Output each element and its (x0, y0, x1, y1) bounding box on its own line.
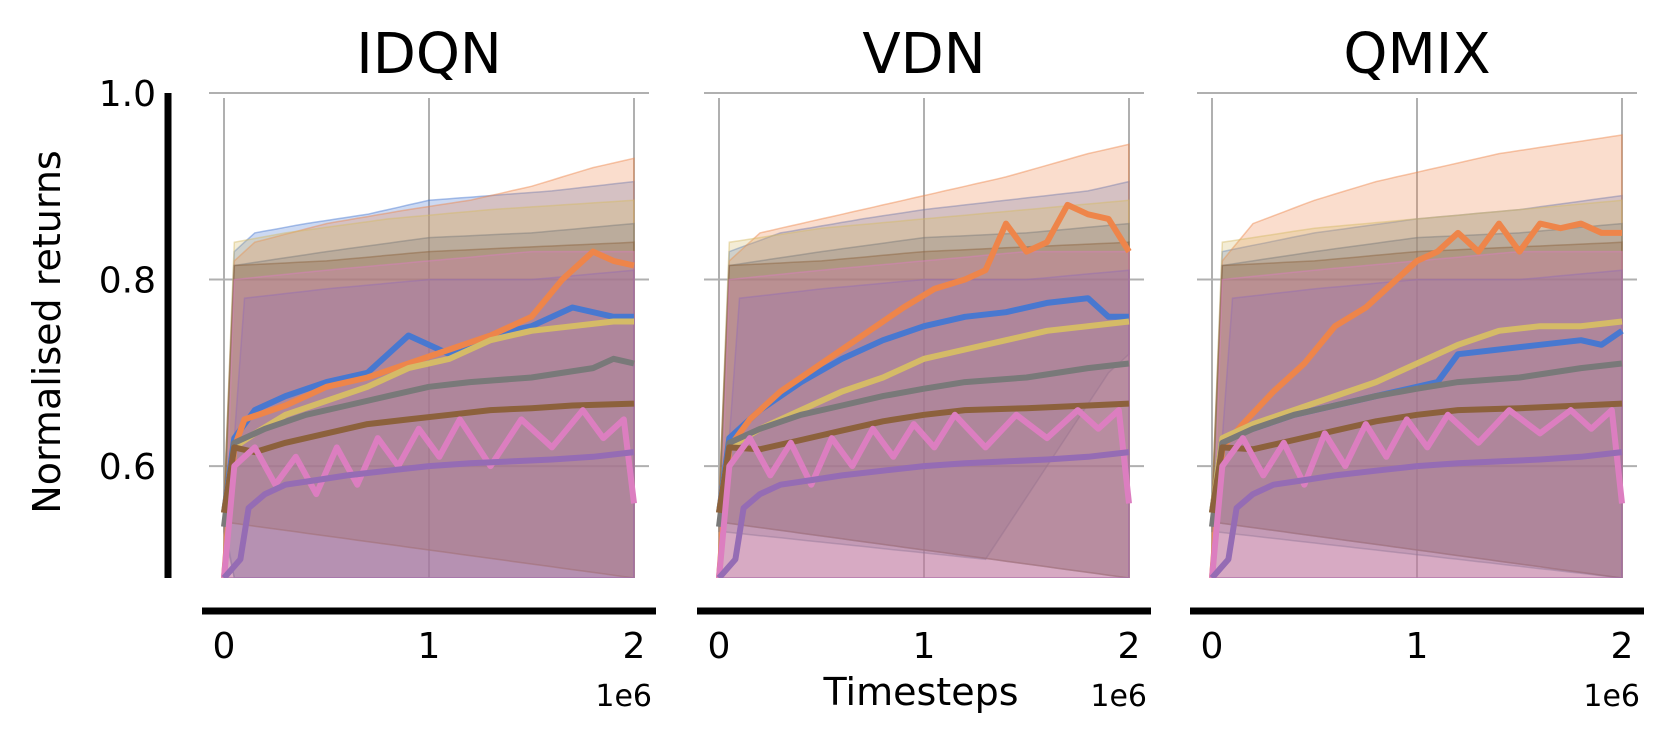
x-tick-label: 2 (623, 626, 646, 667)
series-gray-line (221, 355, 635, 528)
series-purple-line (221, 449, 635, 580)
x-tick-label: 2 (1118, 626, 1141, 667)
series-gray-line (1209, 360, 1623, 528)
panel-vdn: 0 1 2 1e6 VDN (689, 22, 1159, 714)
x-offset-label: 1e6 (1583, 679, 1640, 714)
y-tick-label: 0.6 (99, 447, 156, 488)
series-pink-line (716, 407, 1132, 579)
x-tick-label: 0 (1201, 626, 1224, 667)
panel-title: VDN (862, 22, 985, 87)
series-orange-line (221, 248, 635, 579)
x-tick-label: 2 (1611, 626, 1634, 667)
series-pink-line (1209, 407, 1625, 579)
plot-floor-mask (1182, 578, 1652, 598)
y-axis-label: Normalised returns (25, 150, 69, 513)
x-axis-label: Timesteps (823, 670, 1019, 714)
plot-floor-mask (194, 578, 664, 598)
x-tick-label: 1 (418, 626, 441, 667)
y-tick-label: 0.8 (99, 261, 156, 302)
x-offset-label: 1e6 (1090, 679, 1147, 714)
series-orange-line (716, 201, 1132, 579)
x-tick-label: 0 (708, 626, 731, 667)
series-purple-line (1209, 449, 1623, 580)
panels: 0 1 2 1e6 IDQN 0.6 0.8 1.0 0 1 2 1e6 VDN 0 1 2 1e6 QMIX (99, 22, 1652, 714)
series-brown-line (716, 400, 1130, 514)
series-orange-line (1209, 220, 1622, 579)
panel-qmix: 0 1 2 1e6 QMIX (1182, 22, 1652, 714)
plot-floor-mask (689, 578, 1159, 598)
x-tick-label: 1 (1406, 626, 1429, 667)
panel-title: IDQN (356, 22, 502, 87)
y-tick-label: 1.0 (99, 74, 156, 115)
x-tick-label: 0 (213, 626, 236, 667)
panel-title: QMIX (1343, 22, 1490, 87)
series-gray-line (716, 360, 1130, 528)
series-pink-line (221, 407, 637, 579)
series-purple-line (716, 449, 1130, 580)
series-brown-line (1209, 400, 1623, 514)
x-offset-label: 1e6 (595, 679, 652, 714)
series-yellow-line (1209, 318, 1623, 514)
series-blue-line (221, 304, 634, 514)
panel-idqn: 0 1 2 1e6 IDQN 0.6 0.8 1.0 (99, 22, 664, 714)
x-tick-label: 1 (913, 626, 936, 667)
